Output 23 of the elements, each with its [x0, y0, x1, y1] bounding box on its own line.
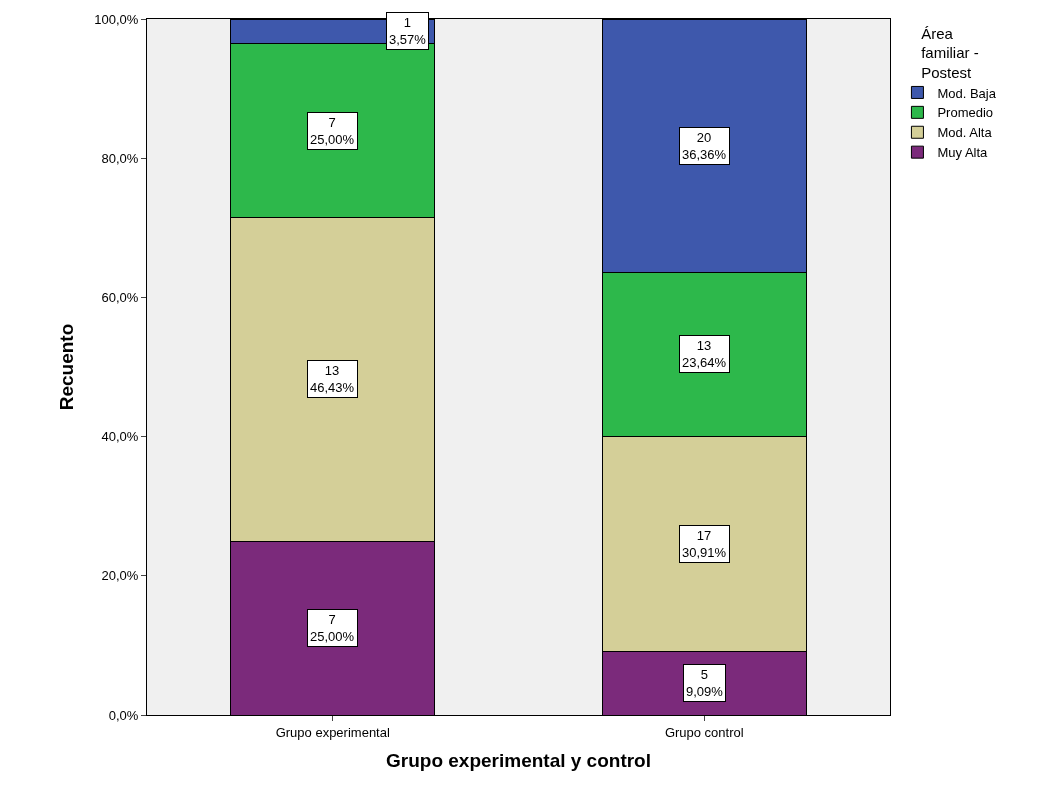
data-label: 5 9,09%: [686, 667, 724, 699]
x-axis-title: Grupo experimental y control: [386, 750, 651, 772]
y-tick-label: 80,0%: [101, 150, 139, 166]
data-label: 7 25,00%: [310, 612, 355, 644]
data-label: 20 36,36%: [682, 130, 727, 162]
data-label: 13 46,43%: [310, 363, 355, 395]
y-tick-label: 20,0%: [101, 568, 139, 584]
data-label: 17 30,91%: [682, 528, 727, 560]
x-tick-label: Grupo experimental: [275, 724, 390, 740]
legend-title: Área familiar - Postest: [921, 24, 979, 81]
data-label: 7 25,00%: [310, 115, 355, 147]
data-label: 1 3,57%: [389, 15, 427, 47]
y-tick-label: 0,0%: [108, 707, 139, 723]
legend-label: Promedio: [937, 105, 994, 121]
legend-label: Mod. Alta: [937, 125, 993, 141]
y-tick-label: 40,0%: [101, 429, 139, 445]
legend-label: Mod. Baja: [937, 85, 997, 101]
y-tick-label: 60,0%: [101, 289, 139, 305]
x-tick-label: Grupo control: [664, 724, 744, 740]
y-tick-label: 100,0%: [94, 11, 139, 27]
data-label: 13 23,64%: [682, 338, 727, 370]
legend-label: Muy Alta: [937, 145, 989, 161]
y-axis-title: Recuento: [56, 323, 78, 411]
